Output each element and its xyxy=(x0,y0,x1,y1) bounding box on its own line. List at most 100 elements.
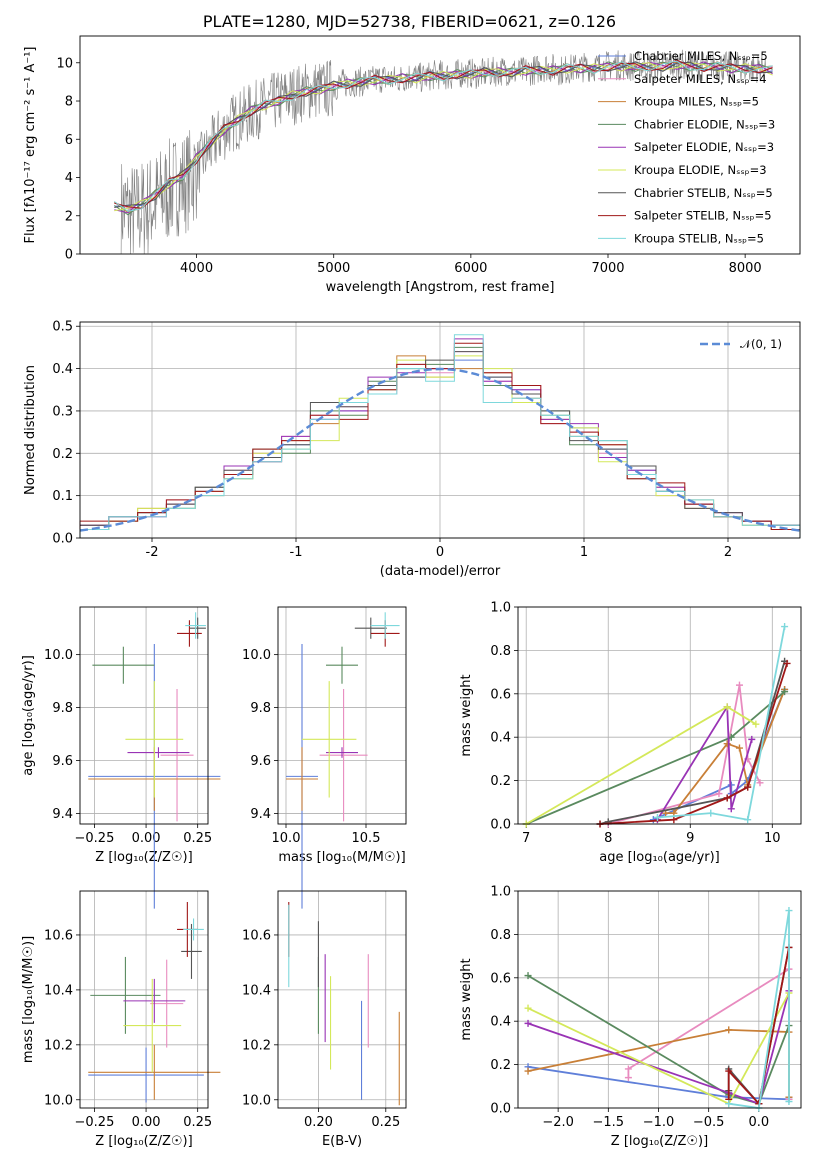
weight-marker xyxy=(524,1019,532,1027)
panel-5-y-tick-label: 10.6 xyxy=(44,928,73,943)
panel-1-y-tick-label: 0.4 xyxy=(52,362,73,377)
panel-4-x-tick-label: 8 xyxy=(604,831,612,846)
panel-7-y-tick-label: 1.0 xyxy=(490,885,511,900)
panel-7-y-tick-label: 0.2 xyxy=(490,1058,511,1073)
panel-1-y-tick-label: 0.0 xyxy=(52,532,73,547)
panel-2-y-axis-label: age [log₁₀(age/yr)] xyxy=(21,655,36,776)
panel-4-x-axis-label: age [log₁₀(age/yr)] xyxy=(599,850,720,865)
panel-7-x-tick-label: −2.0 xyxy=(542,1115,574,1130)
weight-line xyxy=(599,661,786,825)
legend-label: Salpeter MILES, Nₛₛₚ=4 xyxy=(634,72,767,86)
panel-1-y-tick-label: 0.5 xyxy=(52,320,73,335)
panel-4-y-axis-label: mass weight xyxy=(459,674,474,756)
panel-2-x-tick-label: 0.00 xyxy=(132,831,161,846)
panel-3-x-axis-label: mass [log₁₀(M/M☉)] xyxy=(278,850,405,865)
panel-2-x-axis-label: Z [log₁₀(Z/Z☉)] xyxy=(95,850,192,865)
weight-marker xyxy=(785,1097,793,1105)
panel-2-y-tick-label: 9.8 xyxy=(52,701,73,716)
panel-5-x-tick-label: 0.25 xyxy=(183,1115,212,1130)
weight-marker xyxy=(785,907,793,915)
panel-1-frame xyxy=(79,321,801,539)
weight-line xyxy=(727,947,790,1106)
panel-1-x-tick-label: 2 xyxy=(724,545,732,560)
panel-0-y-tick-label: 2 xyxy=(65,209,73,224)
model-spectrum-line xyxy=(114,61,773,208)
panel-7-frame xyxy=(517,890,802,1109)
weight-line xyxy=(527,974,790,1105)
panel-1-y-tick-label: 0.1 xyxy=(52,489,73,504)
weight-marker xyxy=(524,1004,532,1012)
panel-6-frame xyxy=(277,890,407,1109)
weight-marker xyxy=(725,1026,733,1034)
panel-7-y-tick-label: 0.6 xyxy=(490,971,511,986)
page-title: PLATE=1280, MJD=52738, FIBERID=0621, z=0… xyxy=(202,12,617,31)
panel-5-y-axis-label: mass [log₁₀(M/M☉)] xyxy=(21,936,36,1063)
panel-7-x-axis-label: Z [log₁₀(Z/Z☉)] xyxy=(611,1134,708,1149)
panel-1-x-tick-label: -1 xyxy=(290,545,303,560)
legend-label: Chabrier ELODIE, Nₛₛₚ=3 xyxy=(634,117,775,131)
panel-5-x-tick-label: 0.00 xyxy=(132,1115,161,1130)
legend-label: Salpeter STELIB, Nₛₛₚ=5 xyxy=(634,209,772,223)
panel-4-x-tick-label: 10 xyxy=(764,831,781,846)
weight-marker xyxy=(756,779,764,787)
panel-0-x-tick-label: 7000 xyxy=(591,261,624,276)
panel-0-x-axis-label: wavelength [Angstrom, rest frame] xyxy=(326,280,555,295)
panel-5-x-tick-label: −0.25 xyxy=(75,1115,115,1130)
panel-4-x-tick-label: 7 xyxy=(522,831,530,846)
weight-marker xyxy=(748,735,756,743)
legend-label: Kroupa ELODIE, Nₛₛₚ=3 xyxy=(634,163,767,177)
panel-4-y-tick-label: 0.8 xyxy=(490,644,511,659)
panel-1-x-tick-label: 0 xyxy=(436,545,444,560)
legend-label: Chabrier STELIB, Nₛₛₚ=5 xyxy=(634,186,773,200)
panel-4-y-tick-label: 1.0 xyxy=(490,601,511,616)
panel-3-y-tick-label: 9.8 xyxy=(250,701,271,716)
weight-marker xyxy=(670,816,678,824)
weight-marker xyxy=(723,703,731,711)
panel-1-y-tick-label: 0.3 xyxy=(52,404,73,419)
weight-marker xyxy=(624,1074,632,1082)
panel-0-y-axis-label: Flux [fλ10⁻¹⁷ erg cm⁻² s⁻¹ A⁻¹] xyxy=(23,47,38,244)
gaussian-curve xyxy=(79,367,801,532)
panel-5-y-tick-label: 10.2 xyxy=(44,1038,73,1053)
panel-7-x-tick-label: 0.0 xyxy=(749,1115,770,1130)
panel-0-frame xyxy=(79,35,801,255)
panel-1-x-tick-label: 1 xyxy=(580,545,588,560)
weight-marker xyxy=(653,813,661,821)
panel-4-x-tick-label: 9 xyxy=(686,831,694,846)
weight-line xyxy=(657,626,786,821)
weight-marker xyxy=(744,816,752,824)
legend-label: Kroupa MILES, Nₛₛₚ=5 xyxy=(634,95,759,109)
legend-label: 𝒩(0, 1) xyxy=(740,337,782,351)
panel-1-y-axis-label: Normed distribution xyxy=(23,365,38,495)
weight-marker xyxy=(781,623,789,631)
weight-marker xyxy=(735,744,743,752)
weight-line xyxy=(656,703,753,821)
panel-4-y-tick-label: 0.4 xyxy=(490,731,511,746)
panel-6-x-axis-label: E(B-V) xyxy=(322,1134,362,1149)
weight-marker xyxy=(524,1067,532,1075)
panel-2-y-tick-label: 9.4 xyxy=(52,807,73,822)
weight-line xyxy=(728,910,790,1110)
panel-5-y-tick-label: 10.4 xyxy=(44,983,73,998)
weight-marker xyxy=(727,805,735,813)
legend-label: Salpeter ELODIE, Nₛₛₚ=3 xyxy=(634,140,774,154)
panel-0-x-tick-label: 6000 xyxy=(454,261,487,276)
weight-marker xyxy=(735,681,743,689)
panel-7-x-tick-label: −1.5 xyxy=(593,1115,625,1130)
panel-4-frame xyxy=(517,606,802,825)
panel-7-y-tick-label: 0.8 xyxy=(490,928,511,943)
panel-0-y-tick-label: 8 xyxy=(65,95,73,110)
model-spectrum-line xyxy=(114,62,773,212)
panel-0-y-tick-label: 10 xyxy=(56,56,73,71)
panel-2-y-tick-label: 10.0 xyxy=(44,648,73,663)
panel-3-x-tick-label: 10.0 xyxy=(272,831,301,846)
panel-2-x-tick-label: 0.25 xyxy=(183,831,212,846)
model-spectrum-line xyxy=(114,61,773,214)
panel-3-y-tick-label: 9.4 xyxy=(250,807,271,822)
weight-marker xyxy=(725,1067,733,1075)
weight-marker xyxy=(707,809,715,817)
panel-7-y-tick-label: 0.4 xyxy=(490,1015,511,1030)
panel-3-frame xyxy=(277,606,407,825)
model-spectrum-line xyxy=(114,59,773,209)
